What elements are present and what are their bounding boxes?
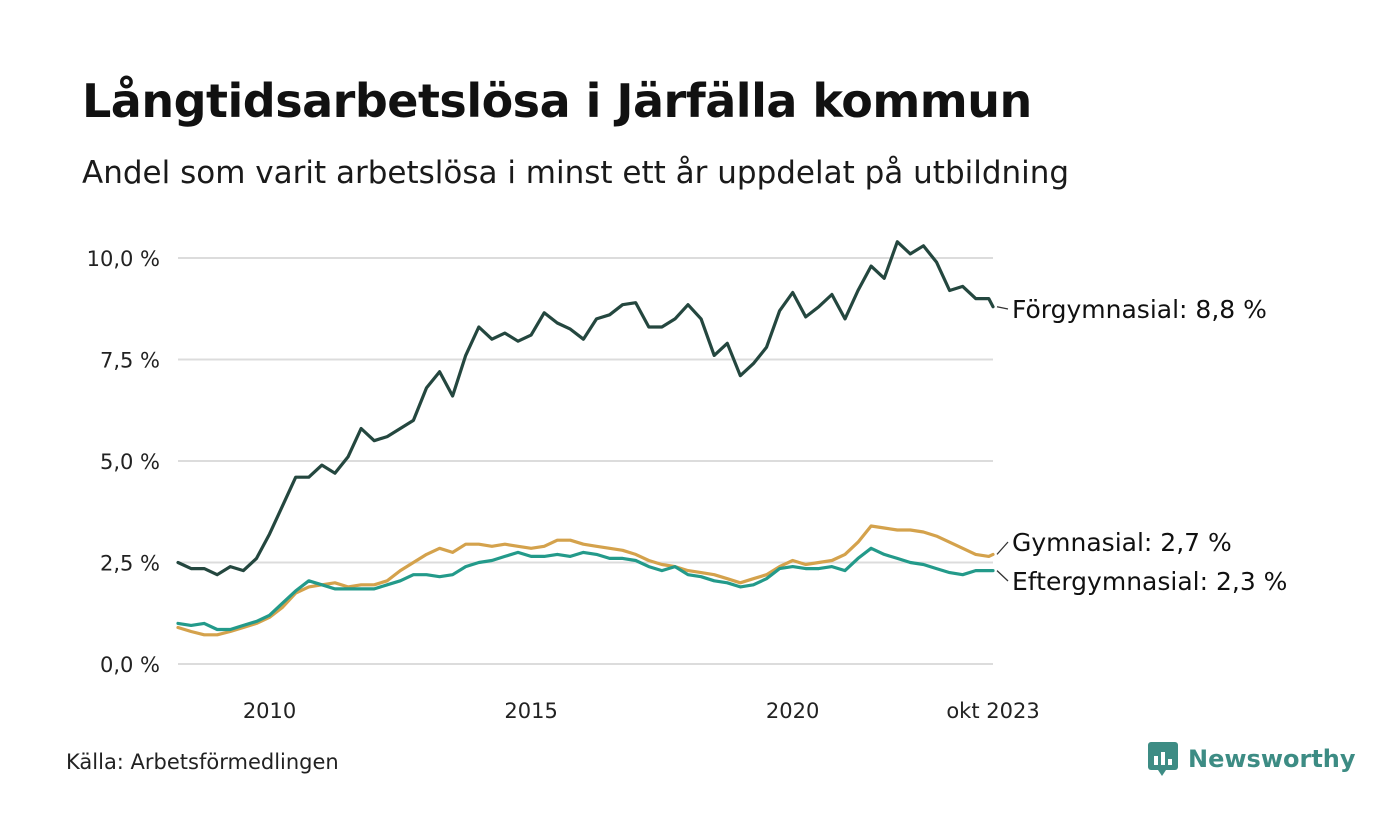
series-label-eftergymnasial: Eftergymnasial: 2,3 % [1012, 567, 1287, 596]
y-tick-label: 0,0 % [100, 653, 160, 677]
grid-lines [178, 257, 993, 665]
label-leader-line [996, 541, 1009, 555]
y-axis-ticks: 0,0 % 2,5 % 5,0 % 7,5 % 10,0 % [87, 247, 160, 677]
x-tick-label: 2020 [766, 699, 819, 723]
chart-subtitle: Andel som varit arbetslösa i minst ett å… [82, 155, 1070, 191]
series-labels: Förgymnasial: 8,8 % Gymnasial: 2,7 % Efter… [996, 295, 1287, 596]
brand-name: Newsworthy [1188, 745, 1356, 773]
x-tick-label: 2010 [243, 699, 296, 723]
series-line-eftergymnasial [176, 546, 995, 632]
chart-title: Långtidsarbetslösa i Järfälla kommun [82, 74, 1032, 128]
x-tick-label: okt 2023 [946, 699, 1039, 723]
label-leader-line [996, 306, 1009, 310]
label-leader-line [996, 570, 1009, 582]
y-tick-label: 5,0 % [100, 450, 160, 474]
source-note: Källa: Arbetsförmedlingen [66, 750, 339, 774]
x-axis-ticks: 2010 2015 2020 okt 2023 [243, 699, 1040, 723]
brand-logo: Newsworthy [1148, 742, 1356, 776]
series-label-gymnasial: Gymnasial: 2,7 % [1012, 528, 1232, 557]
x-tick-label: 2015 [504, 699, 557, 723]
newsworthy-logo-icon [1148, 742, 1178, 776]
series-line-förgymnasial [176, 240, 995, 577]
y-tick-label: 10,0 % [87, 247, 160, 271]
series-label-förgymnasial: Förgymnasial: 8,8 % [1012, 295, 1267, 324]
series-lines [176, 240, 995, 637]
series-line-gymnasial [176, 524, 995, 637]
y-tick-label: 7,5 % [100, 349, 160, 373]
y-tick-label: 2,5 % [100, 552, 160, 576]
